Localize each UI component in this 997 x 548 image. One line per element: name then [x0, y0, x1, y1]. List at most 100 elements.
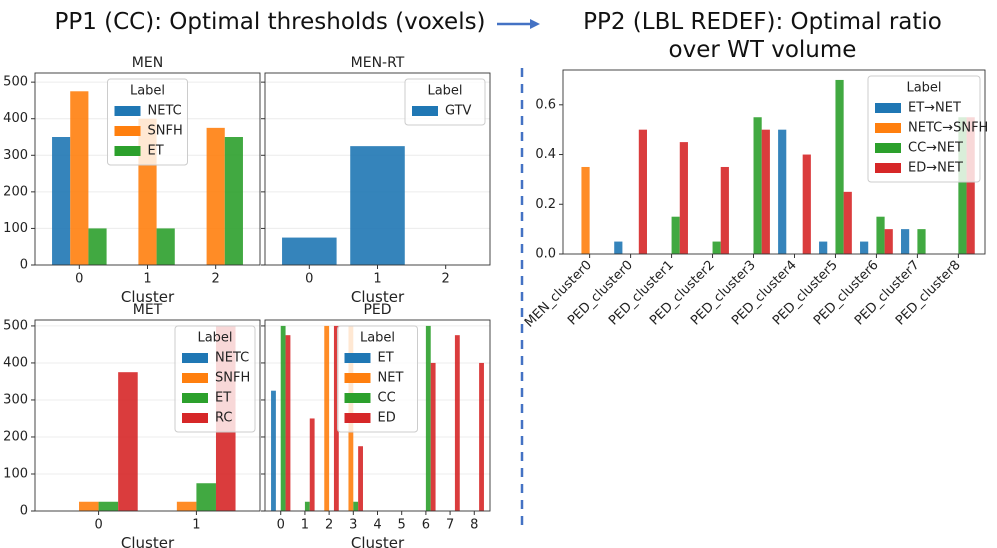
legend-label: CC	[378, 391, 396, 406]
legend-box	[107, 78, 188, 166]
legend-swatch	[114, 126, 141, 136]
y-tick-label: 0	[20, 258, 28, 273]
legend-title: Label	[360, 331, 395, 346]
bar	[778, 129, 787, 254]
arrow-head	[530, 19, 540, 29]
legend-label: ET	[215, 391, 231, 406]
right-heading: PP2 (LBL REDEF): Optimal ratio over WT v…	[583, 9, 942, 63]
legend-label: NETC	[148, 104, 182, 119]
y-tick-label: 0.0	[535, 247, 556, 262]
bar	[98, 501, 119, 511]
y-tick-label: 500	[3, 75, 28, 90]
legend-box	[174, 325, 256, 433]
legend-label: RC	[215, 411, 232, 426]
legend-swatch	[412, 106, 438, 116]
legend-label: CC→NET	[908, 141, 963, 156]
legend-label: NETC	[215, 351, 249, 366]
bar	[819, 241, 828, 254]
legend: Label ET→NET NETC→SNFH CC→NET ED→NET	[867, 75, 988, 183]
bar	[712, 241, 721, 254]
legend-swatch	[875, 143, 901, 153]
legend: Label ET NET CC ED	[337, 325, 418, 433]
bar	[843, 191, 852, 254]
legend-swatch	[344, 353, 371, 363]
legend-swatch	[875, 163, 901, 173]
axes-frame	[264, 319, 491, 512]
y-tick-label: 0.2	[535, 197, 556, 212]
bar	[901, 229, 910, 254]
legend-swatch	[344, 393, 371, 403]
bar	[285, 335, 291, 511]
bar	[79, 501, 99, 511]
x-tick-label: 2	[442, 272, 450, 287]
bar	[425, 325, 431, 511]
bar	[70, 91, 89, 266]
x-tick-label: 2	[325, 518, 333, 533]
bar	[282, 237, 337, 265]
bar	[581, 166, 590, 254]
bar	[333, 325, 339, 511]
chart-title: MEN	[132, 55, 163, 71]
legend-swatch	[182, 353, 208, 363]
y-tick-label: 200	[3, 184, 28, 199]
x-tick-label: 1	[192, 518, 200, 533]
x-tick-label: 7	[446, 518, 454, 533]
legend-label: ED→NET	[908, 161, 963, 176]
bar	[958, 117, 967, 254]
x-tick-label: 3	[349, 518, 357, 533]
y-tick-label: 0	[20, 504, 28, 519]
legend-box	[867, 75, 981, 183]
y-tick-label: 400	[3, 111, 28, 126]
x-tick-label: 1	[301, 518, 309, 533]
x-tick-label: 0	[277, 518, 285, 533]
bar	[835, 79, 844, 254]
legend-box	[337, 325, 418, 433]
bar	[430, 362, 436, 511]
bar	[802, 154, 811, 254]
bar	[671, 216, 680, 254]
bar	[309, 418, 315, 511]
bar	[280, 325, 286, 511]
x-tick-label: 8	[470, 518, 478, 533]
legend-title: Label	[130, 84, 165, 99]
legend-swatch	[344, 373, 371, 383]
legend-label: ED	[378, 411, 396, 426]
x-tick-label: 0	[305, 272, 313, 287]
bar	[638, 129, 647, 254]
legend-title: Label	[197, 331, 232, 346]
left-heading: PP1 (CC): Optimal thresholds (voxels)	[54, 9, 486, 35]
bar	[350, 146, 405, 265]
axes-frame	[264, 72, 491, 266]
y-tick-label: 200	[3, 429, 28, 444]
legend-swatch	[182, 373, 208, 383]
y-tick-label: 400	[3, 355, 28, 370]
x-tick-label: 1	[143, 272, 151, 287]
bar	[324, 325, 330, 511]
legend: Label NETC SNFH ET RC	[174, 325, 256, 433]
y-tick-label: 500	[3, 318, 28, 333]
bar	[353, 501, 359, 511]
x-tick-label: 5	[398, 518, 406, 533]
bar	[479, 362, 484, 511]
bar	[176, 501, 197, 511]
legend: Label GTV	[404, 78, 486, 126]
axes-frame	[34, 319, 261, 512]
y-tick-label: 0.6	[535, 97, 556, 112]
legend-title: Label	[427, 84, 462, 99]
legend-swatch	[875, 123, 901, 133]
chart-title: MEN-RT	[351, 55, 405, 71]
legend-label: ET	[378, 351, 394, 366]
x-tick-label: 6	[422, 518, 430, 533]
bar	[156, 228, 175, 265]
x-tick-label: 0	[94, 518, 102, 533]
bar	[118, 372, 138, 511]
bar	[52, 137, 71, 265]
bar	[917, 229, 926, 254]
bar	[271, 390, 276, 511]
legend-label: ET	[148, 144, 164, 159]
legend-label: GTV	[445, 104, 472, 119]
bar	[761, 129, 770, 254]
x-tick-label: 2	[212, 272, 220, 287]
